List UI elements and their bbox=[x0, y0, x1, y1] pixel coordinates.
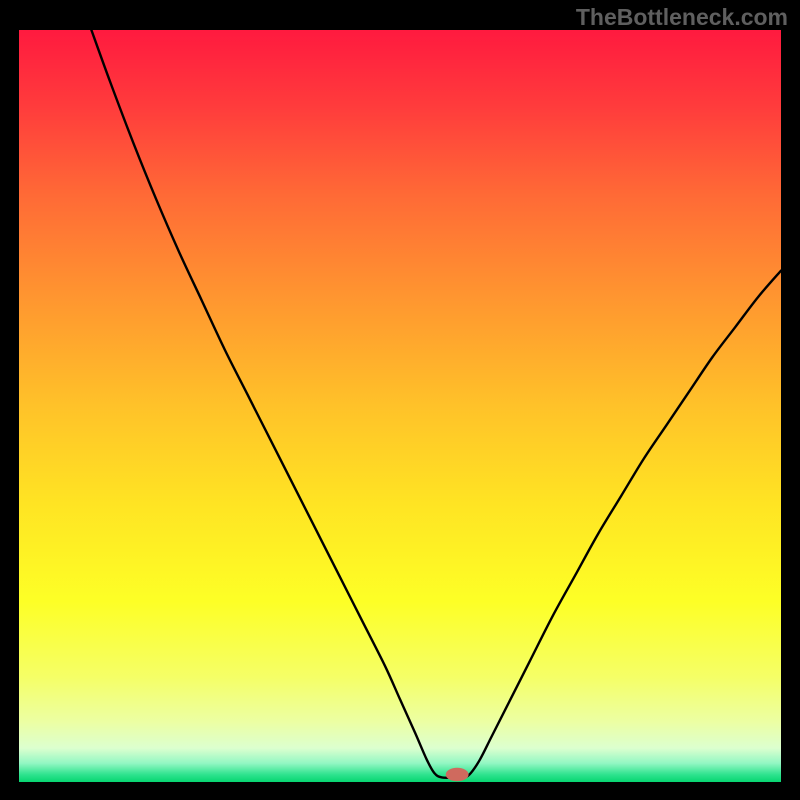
chart-plot-area bbox=[19, 30, 781, 782]
bottleneck-chart bbox=[19, 30, 781, 782]
optimal-point-marker bbox=[446, 768, 469, 782]
watermark-text: TheBottleneck.com bbox=[576, 4, 788, 31]
